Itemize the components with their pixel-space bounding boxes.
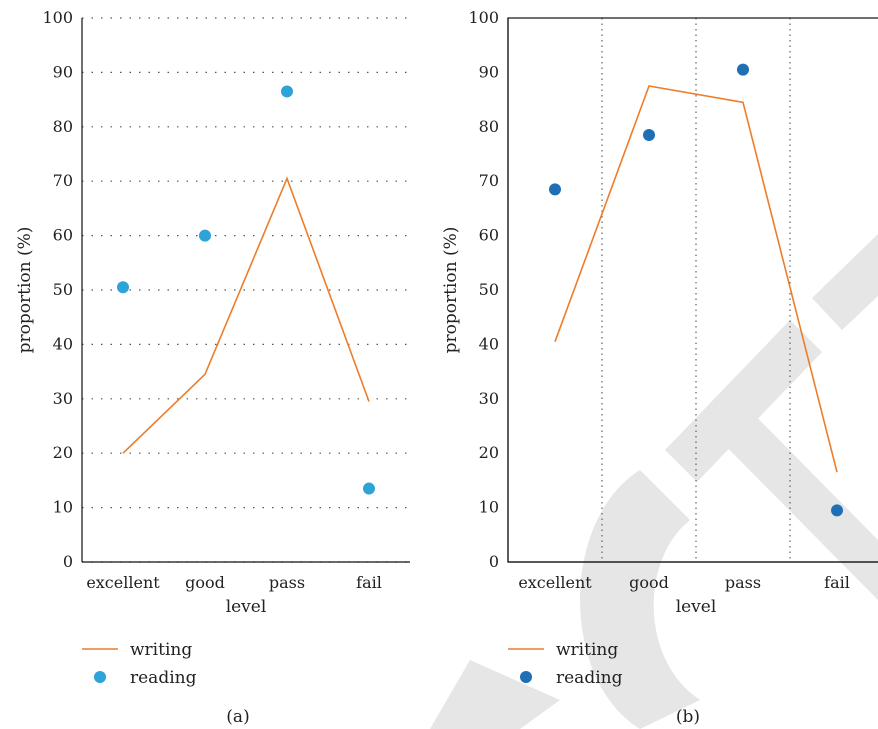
legend-writing-label: writing [130, 640, 192, 660]
watermark-shape [430, 234, 878, 729]
y-tick-label: 70 [479, 171, 499, 190]
x-tick-label: excellent [518, 573, 592, 592]
reading-point [117, 281, 129, 294]
reading-point [643, 128, 655, 141]
y-tick-label: 60 [53, 226, 73, 245]
y-tick-label: 90 [53, 62, 73, 81]
x-tick-label: pass [725, 573, 761, 592]
y-tick-label: 80 [53, 117, 73, 136]
x-axis-label: level [226, 597, 267, 617]
x-tick-label: fail [824, 573, 850, 592]
y-tick-label: 10 [479, 498, 499, 517]
x-axis-label: level [676, 597, 717, 617]
figure-caption: (a) [226, 707, 249, 727]
y-axis-label: proportion (%) [15, 227, 35, 354]
y-tick-label: 60 [479, 226, 499, 245]
y-tick-label: 70 [53, 171, 73, 190]
y-tick-label: 20 [479, 443, 499, 462]
reading-point [281, 85, 293, 98]
legend-reading-label: reading [130, 668, 197, 688]
writing-series-line [554, 85, 838, 473]
legend-writing-label: writing [556, 640, 618, 660]
watermark-stroke [430, 660, 560, 729]
y-tick-label: 30 [479, 389, 499, 408]
y-tick-label: 100 [42, 8, 73, 27]
x-tick-label: good [185, 573, 225, 592]
x-tick-label: fail [356, 573, 382, 592]
y-tick-label: 20 [53, 443, 73, 462]
y-tick-label: 50 [479, 280, 499, 299]
y-tick-label: 50 [53, 280, 73, 299]
y-tick-label: 80 [479, 117, 499, 136]
reading-point [831, 504, 843, 517]
reading-point [549, 183, 561, 196]
legend-reading-label: reading [556, 668, 623, 688]
legend-reading-swatch [520, 671, 532, 683]
y-tick-label: 40 [479, 334, 499, 353]
watermark-stroke [812, 234, 878, 330]
y-tick-label: 0 [63, 552, 73, 571]
x-tick-label: pass [269, 573, 305, 592]
figure-caption: (b) [676, 707, 700, 727]
chart-a: 0 10 20 30 40 50 60 70 80 90 100 excellent good pass f… [15, 8, 410, 727]
reading-point [737, 63, 749, 76]
writing-series-line [122, 176, 370, 454]
y-axis-label: proportion (%) [441, 227, 461, 354]
reading-point [363, 482, 375, 495]
y-tick-label: 10 [53, 498, 73, 517]
y-tick-label: 0 [489, 552, 499, 571]
watermark-stroke [580, 470, 700, 729]
x-tick-label: good [629, 573, 669, 592]
chart-b: 0 10 20 30 40 50 60 70 80 90 100 excellent good pass f… [441, 8, 878, 727]
reading-point [199, 229, 211, 242]
legend-reading-swatch [94, 671, 106, 683]
watermark-stroke [700, 390, 878, 600]
y-tick-label: 30 [53, 389, 73, 408]
watermark-stroke [665, 320, 822, 482]
y-tick-label: 40 [53, 334, 73, 353]
y-tick-label: 100 [468, 8, 499, 27]
y-tick-label: 90 [479, 62, 499, 81]
x-tick-label: excellent [86, 573, 160, 592]
